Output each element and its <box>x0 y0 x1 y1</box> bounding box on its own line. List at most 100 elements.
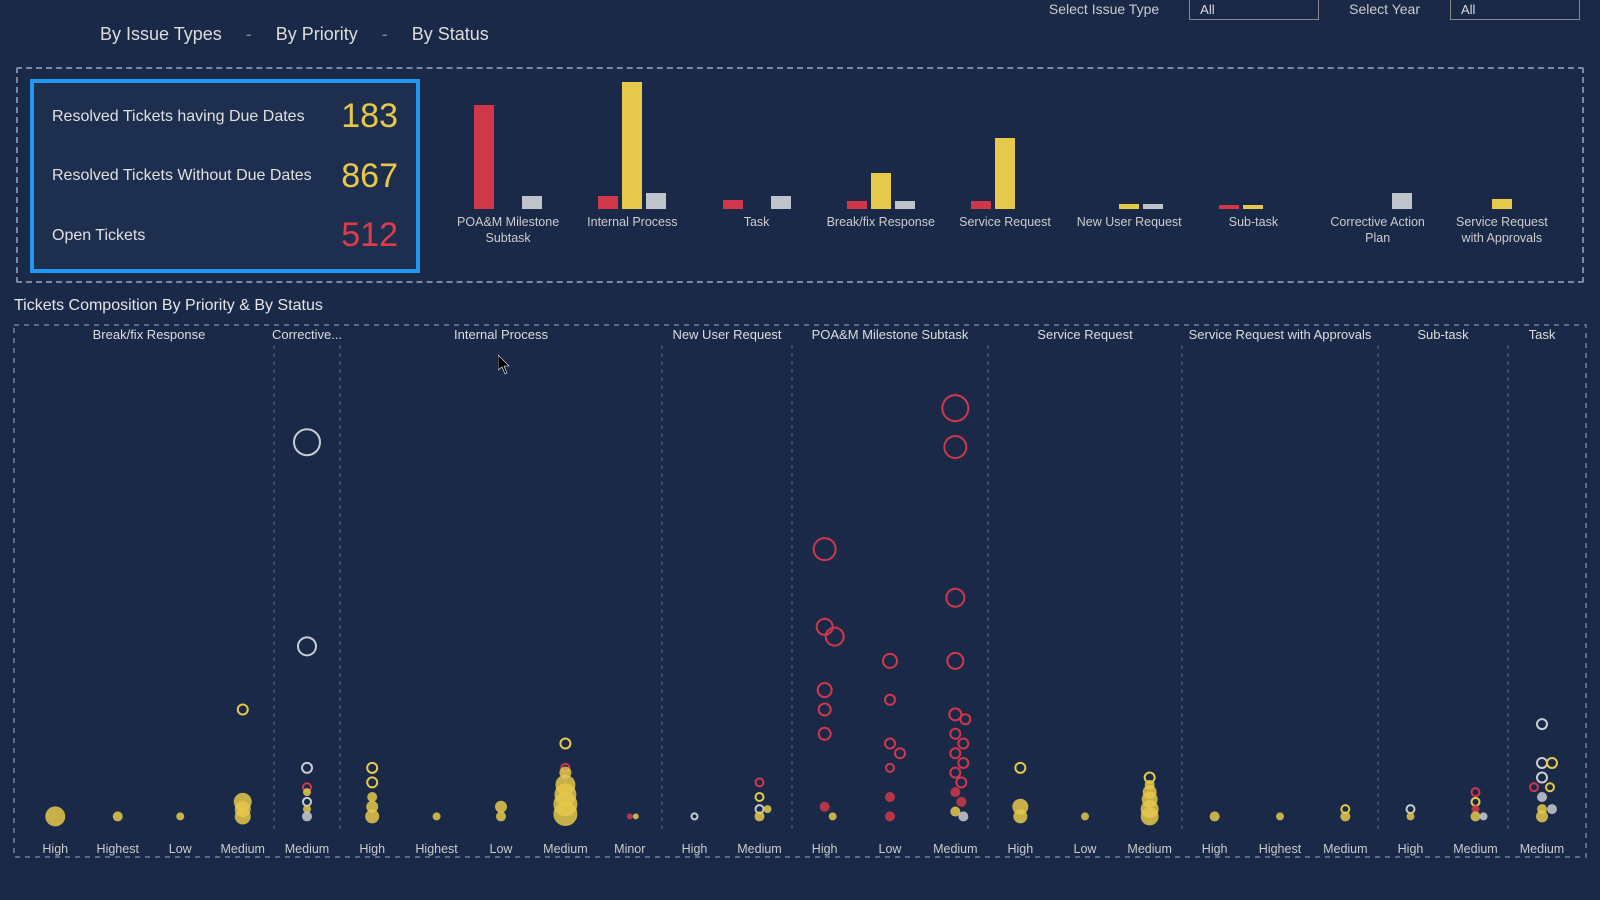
scatter-point[interactable] <box>958 739 968 749</box>
bar-group[interactable]: POA&M Milestone Subtask <box>450 79 566 273</box>
scatter-point[interactable] <box>1536 810 1548 822</box>
bar[interactable] <box>622 82 642 209</box>
scatter-point[interactable] <box>885 739 895 749</box>
bar[interactable] <box>598 196 618 209</box>
bar[interactable] <box>1392 193 1412 209</box>
scatter-point[interactable] <box>1530 783 1538 791</box>
bar[interactable] <box>847 201 867 209</box>
scatter-point[interactable] <box>755 811 765 821</box>
scatter-point[interactable] <box>1472 788 1480 796</box>
scatter-point[interactable] <box>495 801 507 813</box>
scatter-point[interactable] <box>560 739 570 749</box>
scatter-point[interactable] <box>302 763 312 773</box>
scatter-point[interactable] <box>1015 763 1025 773</box>
scatter-point[interactable] <box>238 705 248 715</box>
scatter-point[interactable] <box>113 811 123 821</box>
scatter-point[interactable] <box>1340 811 1350 821</box>
scatter-point[interactable] <box>819 704 831 716</box>
scatter-point[interactable] <box>950 729 960 739</box>
scatter-point[interactable] <box>1537 773 1547 783</box>
scatter-point[interactable] <box>1547 804 1557 814</box>
tab-priority[interactable]: By Priority <box>276 24 358 45</box>
scatter-point[interactable] <box>1480 812 1488 820</box>
scatter-point[interactable] <box>956 777 966 787</box>
bar-group[interactable]: Task <box>698 79 814 273</box>
tab-issue-types[interactable]: By Issue Types <box>100 24 222 45</box>
bar-group[interactable]: Service Request with Approvals <box>1444 79 1560 273</box>
scatter-point[interactable] <box>1210 811 1220 821</box>
bar-group[interactable]: Corrective Action Plan <box>1320 79 1436 273</box>
scatter-point[interactable] <box>886 764 894 772</box>
bar[interactable] <box>1243 205 1263 209</box>
bar-group[interactable]: New User Request <box>1071 79 1187 273</box>
scatter-point[interactable] <box>1537 719 1547 729</box>
scatter-point[interactable] <box>235 808 251 824</box>
bar[interactable] <box>522 196 542 209</box>
scatter-point[interactable] <box>942 395 968 421</box>
scatter-point[interactable] <box>1471 811 1481 821</box>
bar[interactable] <box>771 196 791 209</box>
scatter-point[interactable] <box>294 429 320 455</box>
scatter-point[interactable] <box>627 813 633 819</box>
scatter-point[interactable] <box>947 653 963 669</box>
bar-group[interactable]: Break/fix Response <box>823 79 939 273</box>
bar-group[interactable]: Service Request <box>947 79 1063 273</box>
scatter-point[interactable] <box>817 619 833 635</box>
bar-chart[interactable]: POA&M Milestone SubtaskInternal ProcessT… <box>440 79 1570 273</box>
bar-group[interactable]: Internal Process <box>574 79 690 273</box>
scatter-point[interactable] <box>814 538 836 560</box>
bar[interactable] <box>1119 204 1139 209</box>
scatter-point[interactable] <box>496 811 506 821</box>
scatter-point[interactable] <box>885 811 895 821</box>
scatter-point[interactable] <box>829 812 837 820</box>
bar[interactable] <box>1492 199 1512 209</box>
scatter-point[interactable] <box>633 813 639 819</box>
scatter-point[interactable] <box>895 748 905 758</box>
scatter-point[interactable] <box>818 683 832 697</box>
scatter-panel[interactable]: Break/fix ResponseHighHighestLowMediumCo… <box>10 321 1590 861</box>
scatter-point[interactable] <box>958 758 968 768</box>
scatter-point[interactable] <box>1276 812 1284 820</box>
scatter-point[interactable] <box>1472 798 1480 806</box>
scatter-point[interactable] <box>958 811 968 821</box>
filter-issuetype-select[interactable]: All <box>1189 0 1319 20</box>
scatter-point[interactable] <box>1141 807 1159 825</box>
scatter-point[interactable] <box>1537 792 1547 802</box>
scatter-point[interactable] <box>365 809 379 823</box>
bar[interactable] <box>1143 204 1163 209</box>
bar[interactable] <box>895 201 915 209</box>
scatter-point[interactable] <box>367 777 377 787</box>
scatter-point[interactable] <box>176 812 184 820</box>
scatter-point[interactable] <box>756 793 764 801</box>
scatter-point[interactable] <box>885 792 895 802</box>
bar[interactable] <box>646 193 666 209</box>
scatter-point[interactable] <box>1081 812 1089 820</box>
scatter-point[interactable] <box>820 802 830 812</box>
scatter-point[interactable] <box>1537 758 1547 768</box>
scatter-point[interactable] <box>433 812 441 820</box>
scatter-point[interactable] <box>553 802 577 826</box>
scatter-point[interactable] <box>1013 809 1027 823</box>
tab-status[interactable]: By Status <box>412 24 489 45</box>
bar[interactable] <box>1219 205 1239 209</box>
scatter-point[interactable] <box>692 813 698 819</box>
scatter-point[interactable] <box>946 589 964 607</box>
scatter-point[interactable] <box>1407 805 1415 813</box>
bar-group[interactable]: Sub-task <box>1195 79 1311 273</box>
scatter-point[interactable] <box>826 628 844 646</box>
scatter-point[interactable] <box>367 792 377 802</box>
scatter-point[interactable] <box>1546 783 1554 791</box>
bar[interactable] <box>723 200 743 209</box>
scatter-point[interactable] <box>367 763 377 773</box>
scatter-point[interactable] <box>950 787 960 797</box>
bar[interactable] <box>971 201 991 209</box>
bar[interactable] <box>474 105 494 209</box>
scatter-point[interactable] <box>956 797 966 807</box>
scatter-point[interactable] <box>960 714 970 724</box>
scatter-point[interactable] <box>303 788 311 796</box>
scatter-point[interactable] <box>45 806 65 826</box>
scatter-point[interactable] <box>944 436 966 458</box>
scatter-point[interactable] <box>302 811 312 821</box>
scatter-point[interactable] <box>950 768 960 778</box>
scatter-point[interactable] <box>950 748 960 758</box>
